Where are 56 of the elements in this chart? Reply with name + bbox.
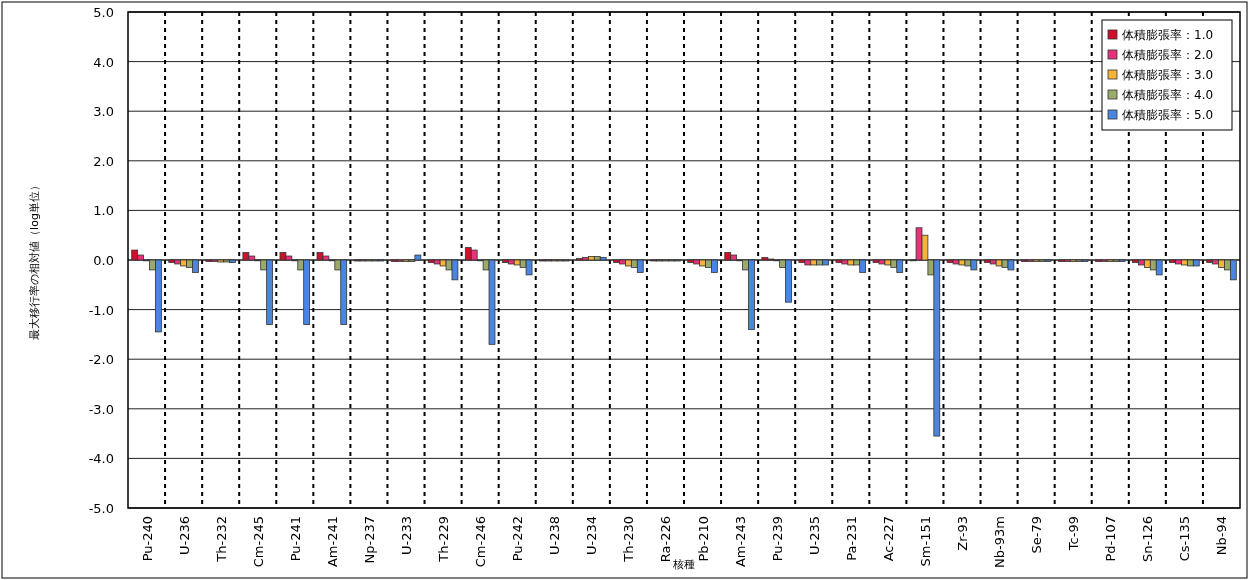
x-tick-label: Sn-126 (1140, 516, 1156, 562)
y-tick-label: -1.0 (88, 302, 114, 318)
x-tick-label: Ra-226 (658, 516, 674, 563)
y-tick-label: -5.0 (88, 501, 114, 516)
x-tick-label: Pd-107 (1103, 516, 1119, 562)
y-tick-label: 2.0 (93, 153, 114, 169)
x-tick-label: U-235 (806, 516, 822, 556)
x-tick-label: Nb-94 (1214, 516, 1230, 556)
x-tick-label: Pu-239 (769, 516, 785, 562)
x-tick-label: U-238 (547, 516, 563, 556)
x-tick-label: Th-229 (436, 516, 452, 563)
x-tick-label: Pu-240 (139, 516, 155, 562)
bar (427, 259, 435, 263)
x-tick-label: Tc-99 (1066, 516, 1082, 552)
y-tick-label: 0.0 (93, 253, 114, 268)
x-tick-label: Am-243 (732, 516, 748, 568)
x-tick-label: Pb-210 (695, 516, 711, 562)
x-tick-label: U-233 (399, 516, 414, 556)
y-tick-label: -2.0 (88, 352, 114, 368)
legend-label: 体積膨張率：3.0 (1122, 68, 1214, 82)
y-tick-label: -3.0 (88, 401, 114, 417)
legend-label: 体積膨張率：2.0 (1122, 48, 1214, 62)
x-tick-label: Se-79 (1029, 516, 1045, 554)
bar (872, 259, 880, 263)
y-tick-label: 3.0 (93, 104, 114, 120)
bar (983, 259, 991, 263)
bar (687, 259, 695, 263)
x-tick-label: Th-230 (621, 516, 637, 563)
x-tick-label: Ac-227 (880, 516, 896, 562)
legend-label: 体積膨張率：5.0 (1122, 108, 1214, 122)
x-tick-label: Th-232 (213, 516, 229, 563)
x-tick-label: Pa-231 (843, 516, 859, 561)
x-axis-title: 核種 (672, 558, 695, 571)
x-tick-label: Pu-241 (287, 516, 303, 562)
x-tick-label: Cm-245 (250, 516, 266, 568)
bar (946, 259, 954, 263)
x-tick-label: Np-237 (361, 516, 377, 564)
legend-label: 体積膨張率：4.0 (1122, 88, 1214, 102)
x-tick-label: U-234 (584, 516, 600, 556)
x-tick-label: Am-241 (324, 516, 340, 568)
legend-label: 体積膨張率：1.0 (1122, 28, 1214, 42)
bar (798, 259, 806, 263)
x-tick-label: Sm-151 (917, 516, 933, 567)
x-tick-label: Zr-93 (955, 516, 970, 551)
bar (835, 259, 843, 263)
x-tick-label: Cm-246 (473, 516, 489, 568)
y-tick-label: 4.0 (93, 54, 114, 70)
x-tick-label: Cs-135 (1177, 516, 1193, 562)
x-tick-label: U-236 (176, 516, 192, 556)
y-tick-label: -4.0 (88, 451, 114, 467)
y-tick-label: 5.0 (93, 5, 114, 20)
y-tick-label: 1.0 (93, 203, 114, 219)
x-tick-label: Nb-93m (992, 516, 1008, 568)
y-axis-title: 最大移行率の相対値（log単位） (28, 180, 41, 340)
x-tick-label: Pu-242 (510, 516, 526, 562)
bar (168, 259, 176, 263)
